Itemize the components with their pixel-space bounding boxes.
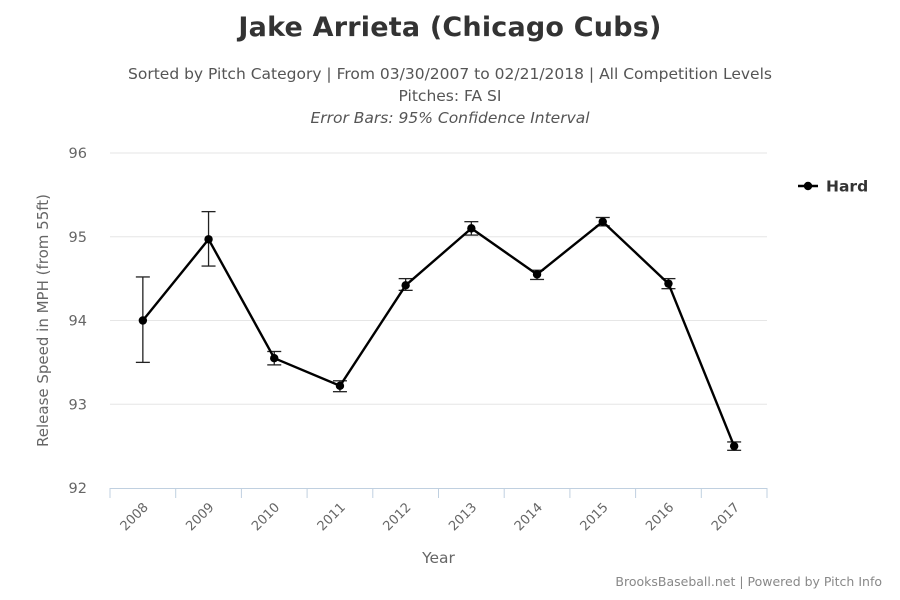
grid-lines [110, 152, 767, 405]
y-tick-label: 95 [69, 230, 87, 246]
data-point [401, 281, 410, 290]
legend-marker-icon [803, 181, 813, 191]
legend-label: Hard [826, 178, 868, 196]
data-point [598, 217, 607, 226]
legend[interactable]: Hard [798, 178, 868, 196]
data-point [138, 316, 148, 325]
data-point [467, 224, 476, 233]
y-tick-label: 96 [69, 146, 87, 162]
series-line-hard [141, 220, 736, 447]
data-point [532, 270, 542, 279]
chart-subtitle-error-bars: Error Bars: 95% Confidence Interval [310, 109, 590, 127]
data-point [729, 441, 739, 451]
chart-credits[interactable]: BrooksBaseball.net | Powered by Pitch In… [615, 574, 882, 589]
y-tick-label: 94 [69, 314, 87, 330]
y-tick-label: 92 [69, 481, 87, 497]
x-tick-label: 2016 [643, 500, 677, 534]
data-point [270, 353, 279, 363]
x-tick-label: 2008 [118, 500, 152, 534]
x-tick-label: 2017 [709, 500, 743, 534]
x-axis-title: Year [421, 549, 455, 567]
y-axis-title: Release Speed in MPH (from 55ft) [34, 194, 52, 447]
x-tick-label: 2014 [512, 500, 546, 534]
chart-subtitle-filters: Sorted by Pitch Category | From 03/30/20… [128, 65, 772, 83]
error-bars [135, 210, 742, 451]
data-point [204, 235, 213, 244]
x-tick-label: 2009 [183, 500, 217, 534]
series-lines [141, 220, 736, 447]
y-tick-label: 93 [69, 397, 87, 413]
chart-subtitle-pitches: Pitches: FA SI [398, 87, 502, 105]
x-tick-label: 2010 [249, 500, 283, 534]
data-point [335, 381, 345, 391]
data-points [138, 217, 739, 451]
x-tick-label: 2011 [315, 500, 349, 534]
legend-item-hard[interactable]: Hard [798, 178, 868, 196]
chart-title: Jake Arrieta (Chicago Cubs) [238, 12, 662, 43]
x-tick-label: 2015 [578, 500, 612, 534]
axes: 92 93 94 95 96 2008 2009 2010 2011 2012 2013 2014 20… [34, 146, 768, 567]
data-point [664, 279, 673, 288]
x-tick-label: 2012 [380, 500, 414, 534]
x-tick-label: 2013 [446, 500, 480, 534]
